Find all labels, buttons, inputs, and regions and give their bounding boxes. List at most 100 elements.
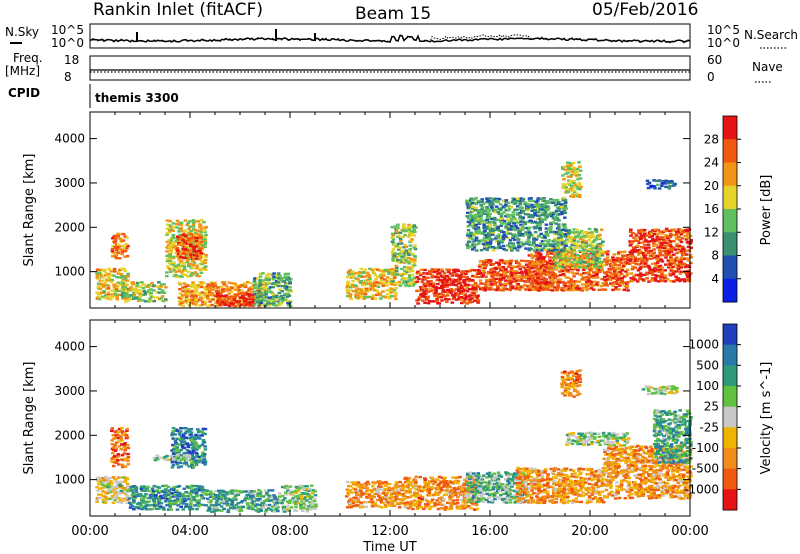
velocity-cell	[197, 434, 201, 437]
velocity-cell	[234, 494, 238, 497]
velocity-cell	[286, 508, 290, 511]
power-cell	[359, 281, 363, 285]
power-cell	[575, 262, 580, 265]
power-cell	[275, 295, 280, 299]
power-cell	[676, 267, 681, 271]
power-cell	[511, 200, 515, 203]
power-cell	[468, 234, 473, 238]
power-cell	[198, 256, 203, 260]
power-cell	[543, 209, 548, 212]
power-cell	[554, 218, 559, 221]
power-cell	[204, 296, 208, 299]
power-cell	[391, 238, 396, 241]
power-cell	[482, 236, 487, 240]
power-cell	[120, 274, 124, 278]
power-cell	[639, 274, 644, 277]
power-cell	[391, 234, 396, 237]
power-colorbar-tick-label: 16	[704, 202, 719, 216]
power-cell	[165, 250, 169, 253]
velocity-cell	[208, 501, 213, 504]
power-cell	[447, 283, 452, 286]
power-cell	[490, 267, 495, 271]
velocity-cell	[116, 440, 121, 443]
power-cell	[580, 254, 585, 257]
power-cell	[247, 297, 252, 301]
power-cell	[476, 301, 480, 304]
power-cell	[434, 286, 439, 289]
power-cell	[537, 221, 542, 224]
power-cell	[192, 253, 197, 257]
velocity-cell	[178, 433, 182, 436]
power-cell	[464, 272, 468, 276]
power-cell	[591, 240, 596, 243]
power-cell	[247, 296, 251, 299]
power-cell	[422, 290, 427, 293]
velocity-cell	[254, 509, 259, 512]
power-cell	[521, 265, 525, 268]
power-cell	[473, 283, 477, 286]
velocity-cell	[181, 502, 186, 505]
power-cell	[247, 287, 252, 290]
power-cell	[524, 231, 528, 234]
velocity-cell	[203, 453, 207, 456]
velocity-cell	[219, 505, 224, 508]
power-cell	[393, 225, 397, 228]
power-cell	[112, 274, 116, 277]
power-cell	[502, 247, 506, 251]
velocity-cell	[95, 486, 99, 489]
power-cell	[663, 239, 667, 242]
power-cell	[469, 219, 473, 223]
power-cell	[210, 303, 214, 307]
power-cell	[411, 284, 415, 287]
power-cell	[556, 280, 561, 283]
power-cell	[511, 213, 516, 217]
velocity-cell	[262, 500, 267, 503]
power-cell	[579, 185, 583, 189]
velocity-cell	[115, 500, 120, 504]
power-cell	[541, 247, 546, 250]
power-cell	[585, 280, 589, 284]
velocity-cell	[121, 465, 125, 469]
power-cell	[138, 295, 142, 298]
velocity-cell	[125, 429, 129, 432]
velocity-cell	[187, 505, 191, 508]
velocity-cell	[195, 455, 199, 458]
power-cell	[515, 234, 520, 237]
velocity-cell	[273, 495, 277, 499]
power-cell	[479, 219, 484, 223]
power-cell	[264, 283, 269, 286]
power-cell	[536, 278, 541, 282]
power-cell	[591, 288, 596, 291]
power-cell	[621, 254, 625, 257]
power-cell	[543, 211, 548, 214]
power-cell	[181, 233, 185, 236]
power-cell	[435, 278, 439, 282]
velocity-cell	[122, 445, 126, 448]
power-cell	[580, 283, 585, 286]
velocity-cell	[116, 436, 121, 440]
power-cell	[558, 256, 563, 259]
power-cell	[252, 303, 257, 306]
power-cell	[569, 263, 574, 266]
power-cell	[668, 272, 672, 275]
power-cell	[228, 289, 232, 292]
power-cell	[117, 276, 122, 279]
power-cell	[598, 233, 602, 237]
velocity-cell	[115, 433, 120, 437]
power-cell	[601, 282, 605, 285]
power-cell	[197, 298, 202, 301]
power-cell	[672, 280, 676, 283]
power-cell	[633, 256, 637, 259]
velocity-cell	[133, 496, 137, 500]
power-colorbar-tick-label: 4	[711, 272, 719, 286]
power-cell	[573, 267, 577, 271]
power-cell	[533, 211, 537, 215]
power-cell	[590, 234, 595, 238]
power-cell	[525, 279, 529, 282]
velocity-cell	[123, 492, 128, 496]
velocity-cell	[349, 506, 353, 509]
power-colorbar-segment	[723, 139, 737, 163]
power-cell	[587, 273, 592, 277]
velocity-cell	[176, 466, 181, 469]
power-cell	[178, 234, 182, 237]
